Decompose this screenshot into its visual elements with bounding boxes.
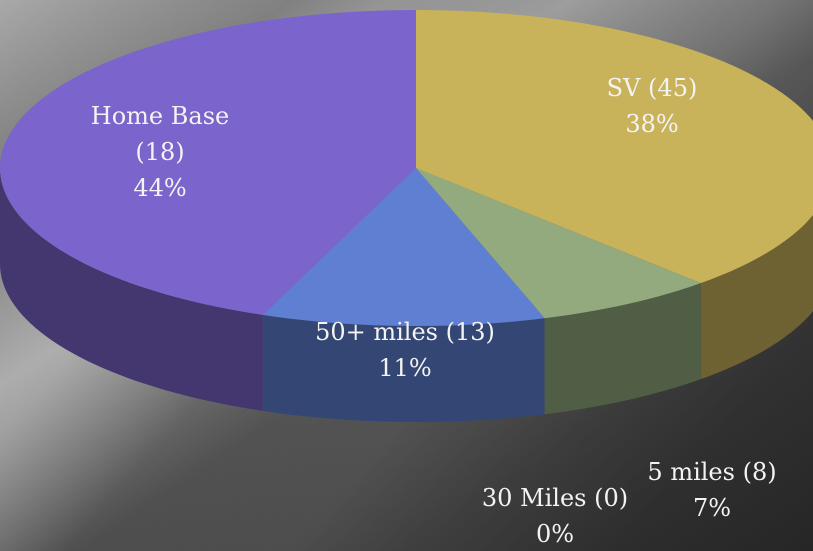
slice-home-base [0, 10, 417, 315]
slice-label-line: 44% [133, 174, 186, 202]
slice-side-home-base [0, 168, 263, 411]
slice-label-line: 38% [625, 110, 678, 138]
slice-sv [416, 10, 813, 284]
slice-label-line: 5 miles (8) [647, 458, 776, 486]
slice-label-sv: SV (45) 38% [607, 74, 698, 138]
slice-label-line: 7% [693, 494, 731, 522]
slice-side-50-miles [262, 314, 545, 422]
slice-50-miles [262, 168, 545, 326]
pie-labels: SV (45) 38% 5 miles (8) 7% 30 Miles (0) 0% 50+… [91, 74, 777, 548]
slice-label-50-miles: 50+ miles (13) 11% [315, 318, 495, 382]
slice-label-line: 11% [378, 354, 431, 382]
slice-label-home-base: Home Base (18) 44% [91, 102, 229, 202]
slice-label-line: 50+ miles (13) [315, 318, 495, 346]
slice-label-line: Home Base [91, 102, 229, 130]
pie-sides [0, 168, 813, 422]
slice-side-sv [700, 215, 813, 380]
slice-label-line: 30 Miles (0) [482, 484, 628, 512]
slice-5-miles [416, 168, 701, 319]
pie-tops [0, 10, 813, 326]
slice-label-line: SV (45) [607, 74, 698, 102]
slice-label-5-miles: 5 miles (8) 7% [647, 458, 776, 522]
slice-label-line: (18) [135, 138, 184, 166]
slice-label-line: 0% [536, 520, 574, 548]
slice-label-30-miles: 30 Miles (0) 0% [482, 484, 628, 548]
slice-side-5-miles [544, 283, 701, 415]
